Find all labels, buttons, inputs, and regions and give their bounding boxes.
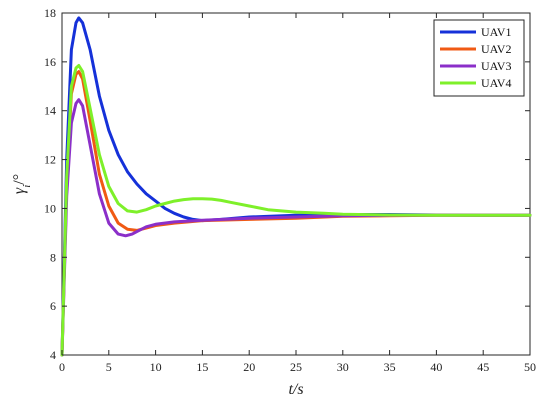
y-tick-label: 10 — [44, 201, 56, 215]
axis-layer: 0 5 10 15 20 25 30 35 40 45 50 4 6 8 10 12 14 16 18 — [44, 6, 536, 374]
legend-label-uav4: UAV4 — [481, 76, 511, 90]
x-tick-label: 45 — [477, 360, 489, 374]
x-tick-label: 35 — [384, 360, 396, 374]
x-tick-label: 50 — [524, 360, 536, 374]
y-tick-label: 6 — [50, 299, 56, 313]
series-line-uav4 — [60, 64, 532, 357]
x-tick-label: 20 — [243, 360, 255, 374]
y-tick-label: 16 — [44, 55, 56, 69]
y-axis-label: γi/° — [11, 174, 33, 194]
y-tick-label: 18 — [44, 6, 56, 20]
legend-label-uav2: UAV2 — [481, 42, 511, 56]
legend-label-uav3: UAV3 — [481, 59, 511, 73]
x-tick-label: 0 — [59, 360, 65, 374]
x-tick-label: 40 — [430, 360, 442, 374]
x-axis-label: t/s — [288, 381, 303, 398]
legend: UAV1 UAV2 UAV3 UAV4 — [433, 19, 525, 97]
y-tick-label: 14 — [44, 104, 56, 118]
legend-label-uav1: UAV1 — [481, 25, 511, 39]
x-tick-label: 30 — [337, 360, 349, 374]
series-layer — [60, 16, 532, 357]
x-tick-label: 10 — [150, 360, 162, 374]
y-tick-label: 8 — [50, 250, 56, 264]
y-tick-label: 12 — [44, 153, 56, 167]
y-tick-label: 4 — [50, 348, 56, 362]
x-tick-label: 15 — [196, 360, 208, 374]
x-tick-label: 25 — [290, 360, 302, 374]
x-tick-label: 5 — [106, 360, 112, 374]
